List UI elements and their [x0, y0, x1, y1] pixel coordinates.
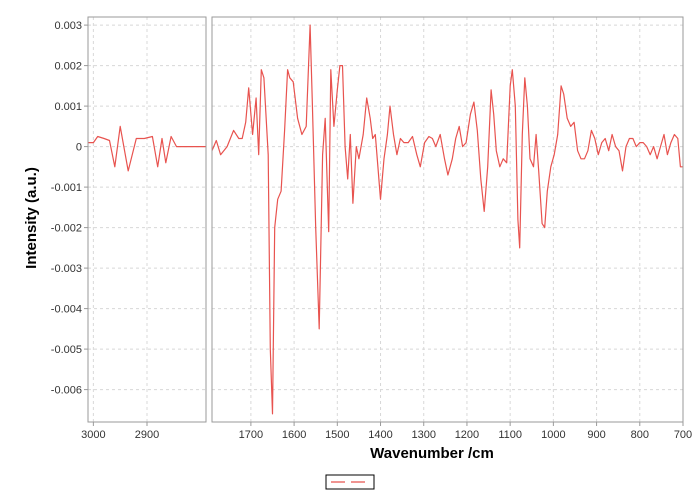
- x-tick-label: 1700: [239, 429, 263, 441]
- x-tick-label: 1200: [455, 429, 479, 441]
- y-tick-label: -0.003: [51, 263, 82, 275]
- plot-frames: [87, 16, 684, 423]
- x-tick-label: 1300: [411, 429, 435, 441]
- series-line-right: [212, 24, 683, 415]
- x-tick-label: 1500: [325, 429, 349, 441]
- y-tick-label: -0.001: [51, 182, 82, 194]
- series-line-left: [88, 125, 206, 172]
- plot-frame-right: [211, 16, 684, 423]
- y-tick-label: -0.004: [51, 304, 82, 316]
- y-tick-label: 0.003: [54, 20, 82, 32]
- y-tick-label: -0.002: [51, 223, 82, 235]
- y-tick-label: 0.001: [54, 101, 82, 113]
- x-tick-label: 900: [587, 429, 605, 441]
- y-tick-label: 0.002: [54, 61, 82, 73]
- x-tick-label: 3000: [81, 429, 105, 441]
- x-tick-label: 1400: [368, 429, 392, 441]
- legend: [325, 474, 375, 490]
- y-tick-label: -0.005: [51, 344, 82, 356]
- y-axis-title: Intensity (a.u.): [23, 167, 40, 269]
- x-tick-label: 1100: [498, 429, 522, 441]
- x-axis-ticks: 3000 2900 1700 1600 1500 1400 1300 1200 1100 1000…: [81, 422, 692, 441]
- x-axis-title: Wavenumber /cm: [370, 445, 494, 462]
- x-tick-label: 700: [674, 429, 692, 441]
- x-tick-label: 2900: [135, 429, 159, 441]
- y-tick-label: 0: [76, 142, 82, 154]
- y-tick-label: -0.006: [51, 385, 82, 397]
- x-tick-label: 1600: [282, 429, 306, 441]
- y-axis-ticks: 0.003 0.002 0.001 0 -0.001 -0.002 -0.003 -0.004…: [51, 20, 88, 397]
- series-layer: [88, 24, 683, 415]
- x-tick-label: 800: [631, 429, 649, 441]
- legend-box: [325, 474, 375, 490]
- x-tick-label: 1000: [541, 429, 565, 441]
- grid-lines: [88, 17, 684, 422]
